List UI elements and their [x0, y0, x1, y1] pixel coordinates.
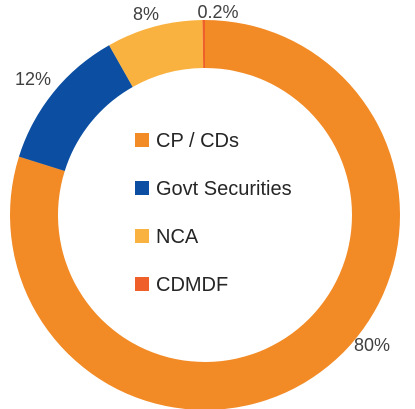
legend-swatch-cp-cds [135, 133, 149, 147]
slice-cdmdf [202, 20, 205, 69]
data-labels: 80% 12% 8% 0.2% [15, 2, 390, 355]
legend-label-cp-cds: CP / CDs [156, 130, 239, 152]
legend-swatch-govt-securities [135, 181, 149, 195]
data-label-cp-cds: 80% [354, 335, 390, 355]
legend-label-govt-securities: Govt Securities [156, 178, 292, 200]
slice-nca [109, 20, 204, 88]
data-label-nca: 8% [133, 4, 159, 24]
legend-swatch-cdmdf [135, 277, 149, 291]
data-label-govt-securities: 12% [15, 69, 51, 89]
legend-swatch-nca [135, 229, 149, 243]
donut-slices [10, 20, 400, 409]
slice-govt-securities [18, 45, 133, 171]
legend-label-cdmdf: CDMDF [156, 274, 228, 296]
legend-label-nca: NCA [156, 226, 199, 248]
data-label-cdmdf: 0.2% [197, 2, 238, 22]
legend: CP / CDs Govt Securities NCA CDMDF [135, 130, 292, 296]
